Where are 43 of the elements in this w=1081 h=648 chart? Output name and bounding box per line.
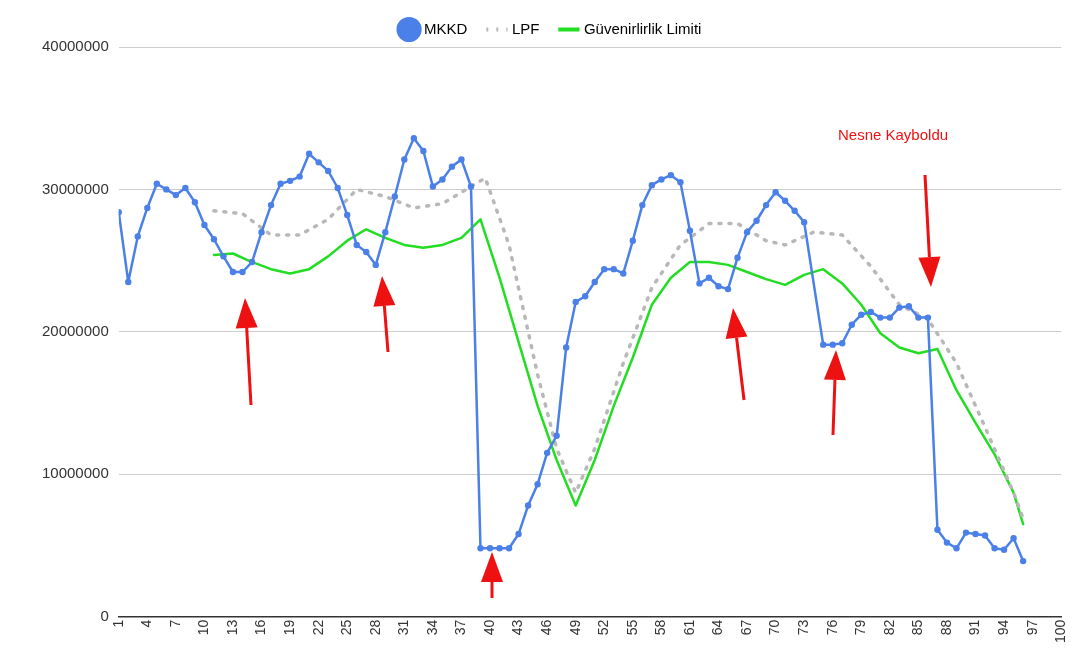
x-tick-label: 70 bbox=[766, 619, 783, 636]
y-tick-label: 10000000 bbox=[41, 464, 109, 482]
x-tick-label: 10 bbox=[195, 619, 212, 636]
x-tick-label: 19 bbox=[280, 619, 297, 636]
x-tick-label: 16 bbox=[252, 619, 269, 636]
legend-label: Güvenirlirlik Limiti bbox=[583, 19, 702, 37]
x-tick-label: 25 bbox=[338, 619, 355, 636]
x-tick-label: 34 bbox=[423, 619, 440, 636]
x-tick-label: 73 bbox=[795, 619, 812, 636]
y-tick-label: 30000000 bbox=[41, 179, 109, 197]
x-tick-label: 97 bbox=[1023, 619, 1040, 636]
x-tick-label: 91 bbox=[966, 619, 983, 636]
x-tick-label: 13 bbox=[223, 619, 240, 636]
y-tick-label: 0 bbox=[100, 606, 109, 624]
x-tick-label: 7 bbox=[166, 619, 183, 628]
legend-label: MKKD bbox=[424, 19, 468, 37]
x-tick-label: 76 bbox=[823, 619, 840, 636]
x-tick-label: 31 bbox=[395, 619, 412, 636]
x-tick-label: 49 bbox=[566, 619, 583, 636]
x-tick-label: 22 bbox=[309, 619, 326, 636]
x-tick-label: 55 bbox=[623, 619, 640, 636]
x-tick-label: 28 bbox=[366, 619, 383, 636]
x-tick-label: 100 bbox=[1052, 619, 1069, 643]
y-tick-label: 40000000 bbox=[41, 37, 109, 55]
annotation: Nesne Kayboldu bbox=[838, 126, 949, 143]
x-tick-label: 37 bbox=[452, 619, 469, 636]
x-tick-label: 52 bbox=[595, 619, 612, 636]
x-tick-label: 4 bbox=[138, 619, 155, 628]
x-tick-label: 82 bbox=[880, 619, 897, 636]
x-tick-label: 88 bbox=[937, 619, 954, 636]
x-tick-label: 64 bbox=[709, 619, 726, 636]
x-tick-label: 79 bbox=[852, 619, 869, 636]
x-tick-label: 61 bbox=[680, 619, 697, 636]
x-tick-label: 94 bbox=[994, 619, 1011, 636]
x-tick-label: 43 bbox=[509, 619, 526, 636]
x-tick-label: 46 bbox=[537, 619, 554, 636]
x-tick-label: 1 bbox=[109, 619, 126, 628]
y-tick-label: 20000000 bbox=[41, 321, 109, 339]
x-tick-label: 40 bbox=[480, 619, 497, 636]
x-tick-label: 67 bbox=[737, 619, 754, 636]
x-tick-label: 58 bbox=[652, 619, 669, 636]
legend-label: LPF bbox=[511, 19, 540, 37]
x-tick-label: 85 bbox=[909, 619, 926, 636]
